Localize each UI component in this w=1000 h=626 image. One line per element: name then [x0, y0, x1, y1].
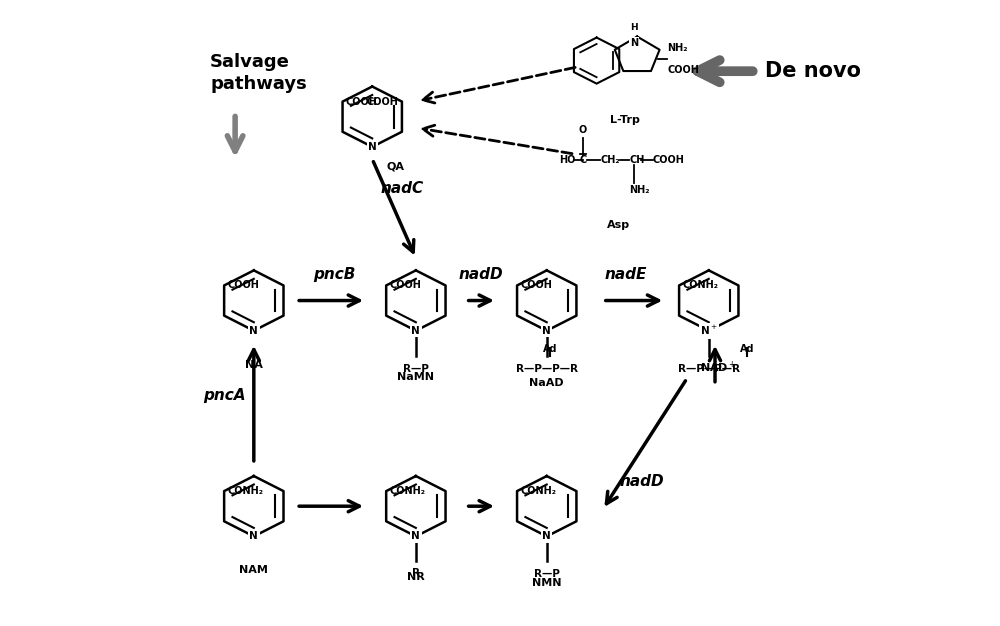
- Text: NH₂: NH₂: [667, 43, 688, 53]
- FancyBboxPatch shape: [182, 0, 818, 626]
- Text: Asp: Asp: [607, 220, 630, 230]
- Text: N: N: [630, 38, 638, 48]
- Text: nadE: nadE: [605, 267, 647, 282]
- Text: N: N: [542, 326, 551, 336]
- Text: CONH₂: CONH₂: [682, 280, 718, 290]
- Text: H: H: [630, 23, 638, 32]
- Text: QA: QA: [387, 162, 405, 172]
- Text: De novo: De novo: [765, 61, 861, 81]
- Text: COOH: COOH: [520, 280, 552, 290]
- Text: Ad: Ad: [740, 344, 755, 354]
- Text: N: N: [368, 142, 377, 152]
- Text: NR: NR: [407, 572, 425, 582]
- Text: L-Trp: L-Trp: [610, 115, 640, 125]
- Text: Ad: Ad: [543, 344, 557, 354]
- Text: NAD$^+$: NAD$^+$: [700, 360, 736, 375]
- Text: CONH₂: CONH₂: [227, 486, 263, 496]
- Text: NaAD: NaAD: [529, 379, 564, 389]
- Text: N: N: [249, 326, 258, 336]
- Text: nadD: nadD: [620, 474, 664, 489]
- Text: CH: CH: [629, 155, 644, 165]
- Text: R—P—P—R: R—P—P—R: [516, 364, 578, 374]
- Text: N: N: [249, 531, 258, 541]
- Text: nadD: nadD: [459, 267, 504, 282]
- Text: HO: HO: [559, 155, 576, 165]
- Text: N: N: [411, 531, 420, 541]
- Text: NH₂: NH₂: [629, 185, 650, 195]
- Text: CONH₂: CONH₂: [389, 486, 425, 496]
- Text: O: O: [579, 125, 587, 135]
- Text: NA: NA: [245, 360, 263, 370]
- Text: COOH: COOH: [653, 155, 685, 165]
- Text: C: C: [579, 155, 587, 165]
- Text: COOH: COOH: [389, 280, 421, 290]
- Text: nadC: nadC: [380, 181, 424, 196]
- Text: COOH: COOH: [346, 96, 378, 106]
- Text: pncB: pncB: [313, 267, 355, 282]
- Text: N: N: [542, 531, 551, 541]
- Text: NMN: NMN: [532, 578, 561, 588]
- Text: R—P: R—P: [403, 364, 429, 374]
- Text: CONH₂: CONH₂: [520, 486, 556, 496]
- Text: CH₂: CH₂: [600, 155, 620, 165]
- Text: Salvage
pathways: Salvage pathways: [210, 53, 307, 93]
- Text: NaMN: NaMN: [397, 372, 434, 382]
- Text: pncA: pncA: [203, 388, 246, 403]
- Text: COOH: COOH: [667, 65, 699, 75]
- Text: N: N: [411, 326, 420, 336]
- Text: R—P: R—P: [534, 570, 560, 580]
- Text: COOH: COOH: [227, 280, 259, 290]
- Text: NAM: NAM: [239, 565, 268, 575]
- Text: COOH: COOH: [367, 96, 399, 106]
- Text: R: R: [412, 568, 420, 578]
- Text: R—P—P—R: R—P—P—R: [678, 364, 740, 374]
- Text: N$^+$: N$^+$: [700, 324, 718, 337]
